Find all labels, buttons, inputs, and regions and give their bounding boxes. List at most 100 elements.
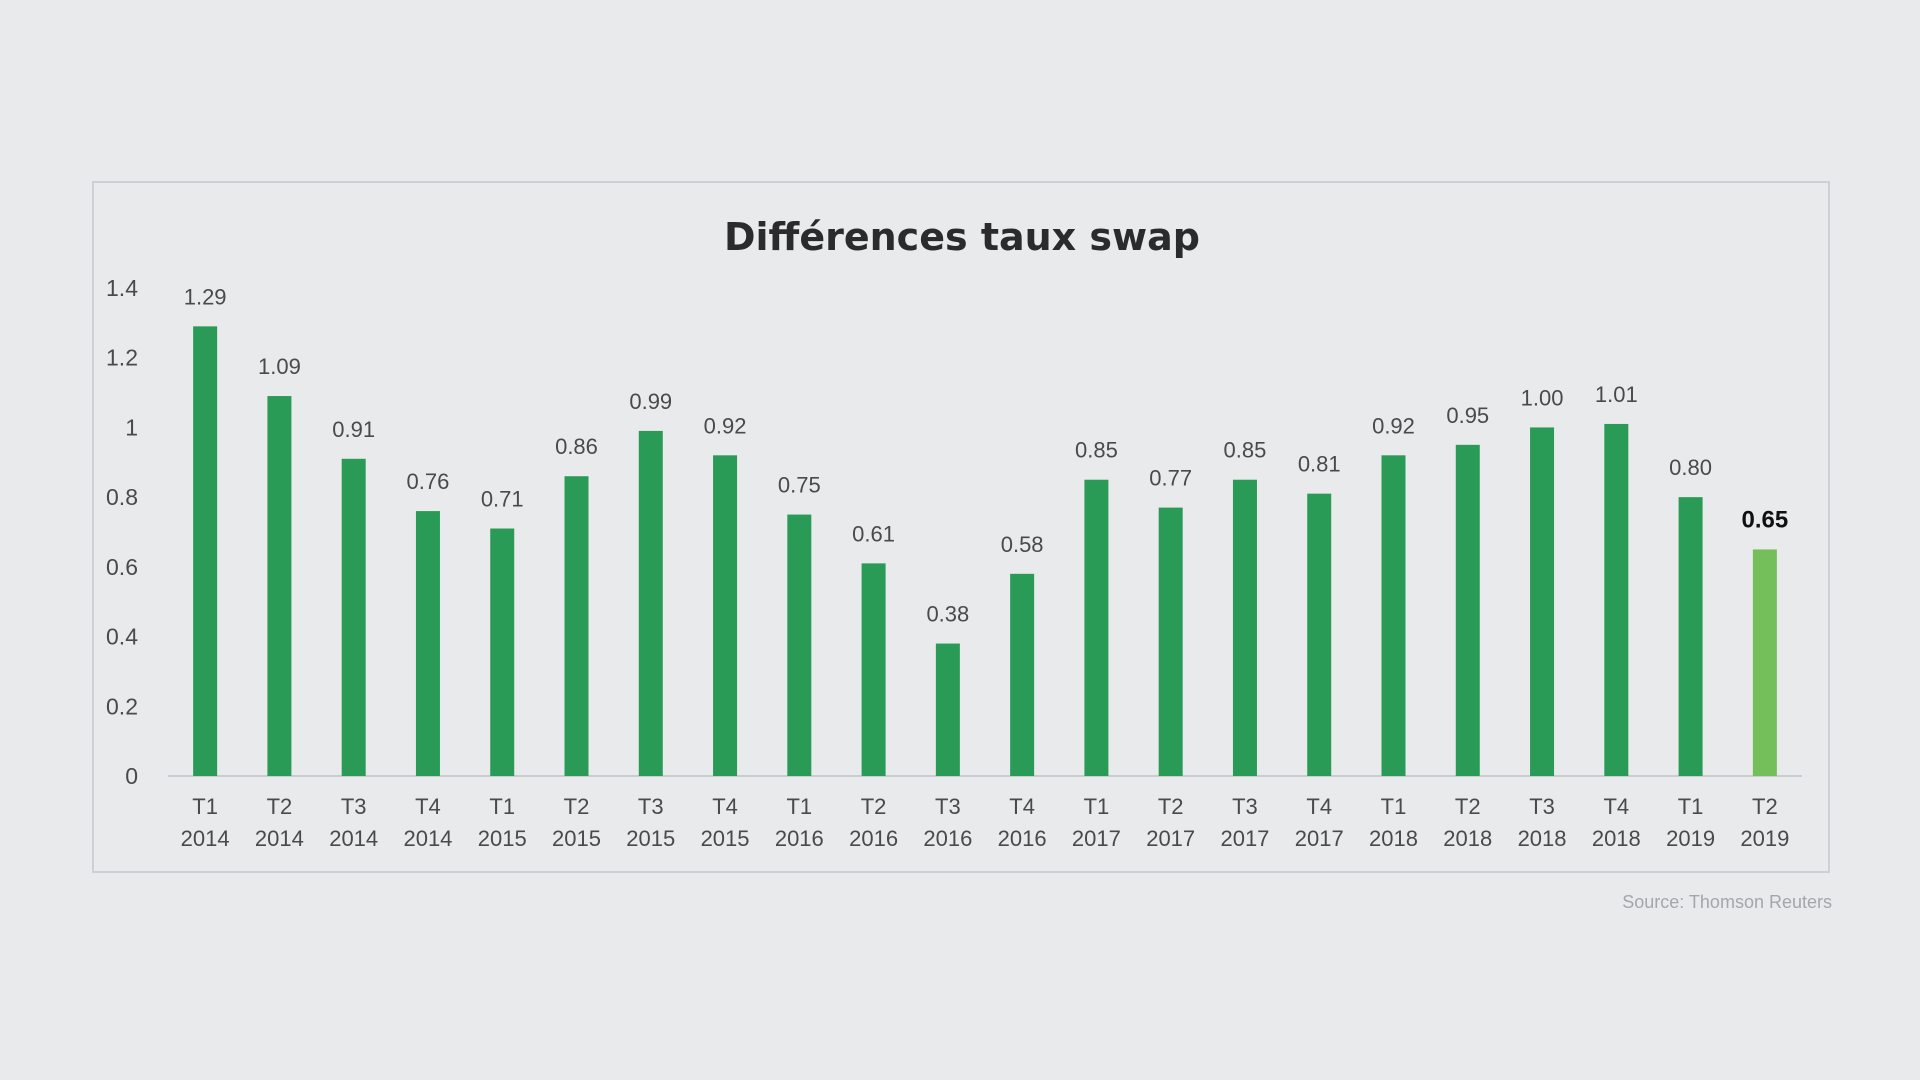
- x-tick-year: 2018: [1443, 826, 1492, 851]
- chart-title: Différences taux swap: [724, 215, 1200, 259]
- y-tick-label: 1.2: [106, 345, 138, 371]
- bar: [1158, 507, 1183, 776]
- y-tick-label: 0: [125, 763, 138, 789]
- bar: [193, 326, 218, 776]
- x-tick-quarter: T1: [1678, 794, 1704, 819]
- y-tick-label: 0.2: [106, 693, 138, 719]
- bar: [1604, 423, 1629, 776]
- x-tick-year: 2014: [255, 826, 304, 851]
- x-tick-quarter: T4: [1009, 794, 1035, 819]
- bar: [341, 458, 366, 776]
- x-tick-year: 2017: [1072, 826, 1121, 851]
- chart-frame: Différences taux swap 0 0.2 0.4 0.6 0.8 1 1.2 1…: [92, 181, 1830, 873]
- bar: [490, 528, 515, 776]
- bar: [1084, 479, 1109, 776]
- bar: [267, 396, 292, 776]
- y-tick-label: 0.6: [106, 554, 138, 580]
- x-tick-quarter: T4: [1603, 794, 1629, 819]
- x-tick-quarter: T4: [1306, 794, 1332, 819]
- y-tick-label: 1.4: [106, 275, 138, 301]
- bar: [415, 511, 440, 776]
- data-label: 1.09: [258, 354, 301, 379]
- y-tick-label: 0.4: [106, 624, 138, 650]
- x-tick-quarter: T3: [341, 794, 367, 819]
- x-tick-quarter: T1: [192, 794, 218, 819]
- bar: [861, 563, 886, 776]
- x-tick-year: 2019: [1666, 826, 1715, 851]
- bar: [1752, 549, 1777, 776]
- data-label: 0.85: [1224, 438, 1267, 463]
- x-tick-quarter: T2: [861, 794, 887, 819]
- x-tick-year: 2019: [1740, 826, 1789, 851]
- x-tick-year: 2015: [478, 826, 527, 851]
- bar: [1232, 479, 1257, 776]
- data-label: 0.75: [778, 473, 821, 498]
- bar: [787, 514, 812, 776]
- data-label: 0.77: [1149, 466, 1192, 491]
- x-tick-year: 2014: [403, 826, 452, 851]
- x-tick-year: 2016: [923, 826, 972, 851]
- x-tick-year: 2018: [1369, 826, 1418, 851]
- x-tick-quarter: T3: [1529, 794, 1555, 819]
- x-axis: T1 2014 T2 2014 T3 2014 T4 2014 T1 2015 T2 2015 T3 20…: [181, 794, 1790, 851]
- bar: [1010, 573, 1035, 776]
- bar: [638, 430, 663, 776]
- data-label: 0.95: [1446, 403, 1489, 428]
- x-tick-year: 2016: [998, 826, 1047, 851]
- x-tick-year: 2015: [552, 826, 601, 851]
- bar-series: [193, 326, 1777, 776]
- bar: [1678, 497, 1703, 776]
- x-tick-quarter: T3: [638, 794, 664, 819]
- bar: [1455, 444, 1480, 776]
- data-label: 0.65: [1742, 506, 1789, 533]
- data-label: 0.71: [481, 487, 524, 512]
- x-tick-quarter: T2: [564, 794, 590, 819]
- data-label: 0.58: [1001, 532, 1044, 557]
- x-tick-year: 2014: [329, 826, 378, 851]
- x-tick-quarter: T2: [1455, 794, 1481, 819]
- x-tick-quarter: T1: [786, 794, 812, 819]
- data-label: 0.91: [332, 417, 375, 442]
- data-label: 0.92: [704, 413, 747, 438]
- x-tick-year: 2016: [849, 826, 898, 851]
- bar: [1307, 493, 1332, 776]
- x-tick-year: 2016: [775, 826, 824, 851]
- x-tick-quarter: T4: [415, 794, 441, 819]
- data-label: 1.00: [1521, 385, 1564, 410]
- data-label: 0.61: [852, 521, 895, 546]
- data-label: 0.92: [1372, 413, 1415, 438]
- source-note: Source: Thomson Reuters: [1622, 892, 1832, 912]
- x-tick-quarter: T1: [1084, 794, 1110, 819]
- x-tick-quarter: T1: [1381, 794, 1407, 819]
- y-tick-label: 0.8: [106, 484, 138, 510]
- data-label: 0.81: [1298, 452, 1341, 477]
- x-tick-year: 2018: [1518, 826, 1567, 851]
- x-tick-quarter: T3: [935, 794, 961, 819]
- x-tick-quarter: T2: [267, 794, 293, 819]
- data-label: 0.86: [555, 434, 598, 459]
- data-label: 0.85: [1075, 438, 1118, 463]
- data-label: 0.80: [1669, 455, 1712, 480]
- data-label: 0.76: [407, 469, 450, 494]
- data-label: 0.38: [926, 602, 969, 627]
- bar-chart: Différences taux swap 00.20.40.60.811.21…: [106, 215, 1802, 851]
- data-label: 1.01: [1595, 382, 1638, 407]
- x-tick-quarter: T2: [1158, 794, 1184, 819]
- bar: [935, 643, 960, 776]
- bar: [564, 476, 589, 776]
- y-tick-label: 1: [125, 414, 138, 440]
- x-tick-year: 2014: [181, 826, 230, 851]
- x-tick-year: 2015: [626, 826, 675, 851]
- x-tick-year: 2018: [1592, 826, 1641, 851]
- bar: [713, 455, 738, 776]
- data-labels: 1.29 1.09 0.91 0.76 0.71 0.86 0.99 0.92 0.75 0.61…: [184, 284, 1789, 626]
- x-tick-year: 2017: [1295, 826, 1344, 851]
- x-tick-quarter: T3: [1232, 794, 1258, 819]
- y-axis: 0 0.2 0.4 0.6 0.8 1 1.2 1.4: [106, 275, 138, 789]
- x-tick-year: 2015: [701, 826, 750, 851]
- x-tick-year: 2017: [1220, 826, 1269, 851]
- x-tick-quarter: T1: [489, 794, 515, 819]
- x-tick-year: 2017: [1146, 826, 1195, 851]
- bar: [1381, 455, 1406, 776]
- data-label: 0.99: [629, 389, 672, 414]
